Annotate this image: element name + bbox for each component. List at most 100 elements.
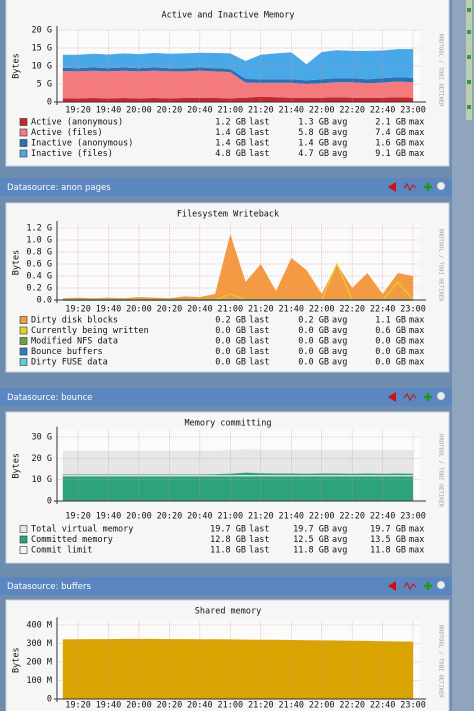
- x-tick-label: 22:00: [309, 305, 335, 315]
- add-icon[interactable]: [424, 582, 432, 590]
- x-tick-label: 23:00: [400, 701, 426, 711]
- x-tick-label: 19:20: [65, 701, 91, 711]
- legend-stat: 0.0 GB: [298, 326, 329, 336]
- legend-stat: 11.8 GB: [370, 546, 406, 556]
- x-tick-label: 22:20: [339, 701, 365, 711]
- watermark: RRDTOOL / TOBI OETIKER: [438, 34, 444, 108]
- y-tick-label: 0: [47, 695, 52, 705]
- series-area: [62, 472, 414, 501]
- legend-stat: 19.7 GB: [370, 525, 406, 535]
- legend-stat: 0.0 GB: [375, 347, 406, 357]
- side-widget: [466, 0, 472, 120]
- y-tick-label: 5 G: [37, 80, 52, 90]
- x-tick-label: 22:00: [309, 106, 335, 116]
- legend-stat: 1.4 GB: [215, 139, 246, 149]
- x-tick-label: 20:40: [187, 512, 213, 522]
- legend-stat-name: avg: [332, 326, 347, 336]
- legend-stat-name: max: [409, 128, 424, 138]
- x-tick-label: 22:20: [339, 512, 365, 522]
- series-area: [62, 638, 414, 699]
- x-tick-label: 21:00: [218, 106, 244, 116]
- legend-label: Total virtual memory: [31, 525, 133, 535]
- y-axis-label: Bytes: [12, 647, 22, 673]
- legend-stat-name: max: [409, 337, 424, 347]
- datasource-bar: [0, 388, 452, 406]
- series-area: [62, 49, 414, 81]
- x-tick-label: 19:20: [65, 106, 91, 116]
- side-marker: [467, 105, 471, 109]
- legend-swatch: [19, 358, 28, 366]
- x-tick-label: 20:40: [187, 305, 213, 315]
- legend-stat-name: max: [409, 118, 424, 128]
- y-tick-label: 20 G: [32, 454, 52, 464]
- legend-stat: 0.0 GB: [215, 337, 246, 347]
- legend-stat-name: max: [409, 546, 424, 556]
- watermark: RRDTOOL / TOBI OETIKER: [438, 229, 444, 303]
- add-icon[interactable]: [424, 183, 432, 191]
- legend-stat: 19.7 GB: [210, 525, 246, 535]
- legend-stat-name: avg: [332, 128, 347, 138]
- legend-stat-name: avg: [332, 347, 347, 357]
- x-tick-label: 20:20: [157, 512, 183, 522]
- graph-icon[interactable]: [403, 392, 417, 402]
- legend-label: Committed memory: [31, 535, 113, 545]
- x-tick-label: 22:20: [339, 106, 365, 116]
- x-tick-label: 19:40: [96, 701, 122, 711]
- x-tick-label: 21:00: [218, 305, 244, 315]
- y-tick-label: 10 G: [32, 62, 52, 72]
- y-tick-label: 0.6 G: [26, 260, 52, 270]
- legend-stat: 1.6 GB: [375, 139, 406, 149]
- zoom-icon[interactable]: [437, 182, 445, 190]
- legend-stat: 1.4 GB: [298, 139, 329, 149]
- x-tick-label: 21:20: [248, 512, 274, 522]
- alert-icon[interactable]: [388, 392, 396, 402]
- x-tick-label: 20:20: [157, 305, 183, 315]
- legend-stat: 11.8 GB: [293, 546, 329, 556]
- legend-label: Dirty disk blocks: [31, 316, 118, 326]
- x-tick-label: 21:00: [218, 512, 244, 522]
- zoom-icon[interactable]: [437, 392, 445, 400]
- legend-swatch: [19, 546, 28, 554]
- series-area: [62, 96, 414, 102]
- y-tick-label: 10 G: [32, 475, 52, 485]
- y-tick-label: 200 M: [26, 658, 52, 668]
- legend-label: Bounce buffers: [31, 347, 103, 357]
- watermark: RRDTOOL / TOBI OETIKER: [438, 434, 444, 508]
- legend-stat: 0.2 GB: [298, 316, 329, 326]
- series-area: [62, 70, 414, 99]
- x-tick-label: 23:00: [400, 106, 426, 116]
- x-tick-label: 21:40: [278, 305, 304, 315]
- y-tick-label: 15 G: [32, 44, 52, 54]
- add-icon[interactable]: [424, 393, 432, 401]
- chart-title: Shared memory: [195, 607, 262, 617]
- side-marker: [467, 55, 471, 59]
- y-tick-label: 1.0 G: [26, 236, 52, 246]
- x-tick-label: 19:40: [96, 305, 122, 315]
- zoom-icon[interactable]: [437, 581, 445, 589]
- x-tick-label: 20:00: [126, 701, 152, 711]
- legend-swatch: [19, 347, 28, 356]
- alert-icon[interactable]: [388, 581, 396, 591]
- legend-stat-name: avg: [332, 139, 347, 149]
- legend-label: Active (anonymous): [31, 118, 123, 128]
- graph-icon[interactable]: [403, 581, 417, 591]
- x-tick-label: 21:40: [278, 512, 304, 522]
- legend-stat-name: max: [409, 326, 424, 336]
- legend-swatch: [19, 149, 28, 158]
- alert-icon[interactable]: [388, 182, 396, 192]
- legend-stat: 0.0 GB: [375, 337, 406, 347]
- x-tick-label: 21:20: [248, 106, 274, 116]
- x-tick-label: 20:40: [187, 106, 213, 116]
- y-tick-label: 300 M: [26, 639, 52, 649]
- side-marker: [467, 30, 471, 34]
- graph-icon[interactable]: [403, 182, 417, 192]
- legend-stat-name: max: [409, 358, 424, 368]
- legend-stat: 2.1 GB: [375, 118, 406, 128]
- datasource-bar: [0, 577, 452, 595]
- chart-title: Active and Inactive Memory: [161, 11, 294, 21]
- y-tick-label: 0.0: [37, 296, 52, 306]
- legend-stat: 0.0 GB: [215, 347, 246, 357]
- x-tick-label: 20:20: [157, 106, 183, 116]
- y-tick-label: 0.4 G: [26, 272, 52, 282]
